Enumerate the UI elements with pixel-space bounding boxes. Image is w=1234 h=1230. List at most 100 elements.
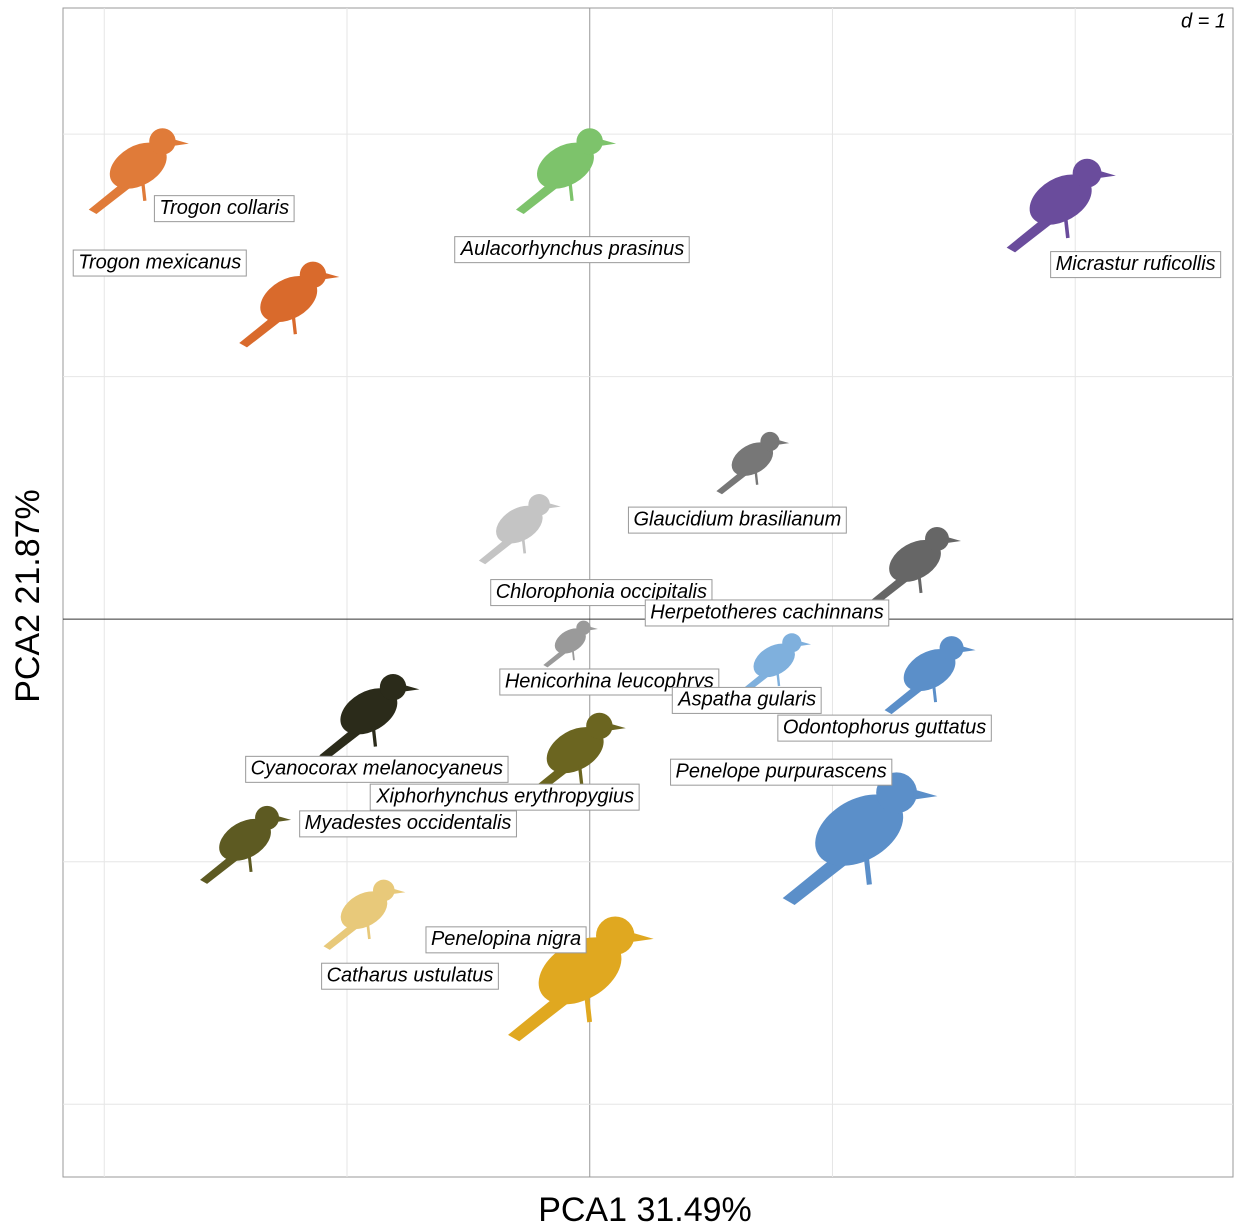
bird-beak	[913, 789, 938, 800]
bird-beak	[610, 723, 626, 731]
label-box	[369, 783, 640, 811]
bird-head	[596, 916, 635, 955]
label-box	[1050, 251, 1222, 279]
bird-body	[753, 643, 795, 678]
bird-leg	[247, 853, 253, 873]
bird-leg	[521, 537, 527, 554]
bird-point	[323, 879, 406, 950]
bird-head	[372, 879, 395, 902]
bird-point	[884, 636, 976, 715]
bird-leg	[1063, 216, 1070, 239]
bird-body	[546, 727, 604, 774]
bird-body	[537, 142, 594, 189]
bird-beak	[548, 502, 561, 509]
bird-point	[239, 261, 340, 348]
point-label: Glaucidium brasilianum	[633, 508, 841, 530]
point-label: Penelope purpurascens	[676, 760, 887, 782]
bird-point	[319, 673, 420, 760]
bird-leg	[366, 922, 371, 940]
bird-head	[255, 805, 280, 830]
bird-head	[782, 633, 802, 653]
bird-body	[109, 142, 167, 189]
label-box	[454, 236, 690, 264]
x-axis-title: PCA1 31.49%	[538, 1191, 752, 1229]
bird-point	[88, 128, 189, 215]
bird-head	[760, 431, 780, 452]
bird-beak	[589, 626, 598, 631]
point-label: Aspatha gularis	[677, 689, 816, 711]
bird-leg	[371, 726, 378, 747]
bird-leg	[291, 314, 297, 335]
bird-point	[1006, 158, 1116, 253]
bird-body	[496, 505, 543, 544]
bird-head	[379, 673, 407, 701]
bird-head	[576, 620, 591, 636]
label-box	[777, 714, 992, 742]
bird-point	[200, 805, 292, 884]
bird-point	[543, 620, 598, 668]
label-box	[321, 962, 499, 990]
bird-point	[738, 633, 812, 696]
bird-beak	[1099, 170, 1116, 178]
bird-body	[1029, 174, 1092, 225]
label-box	[153, 195, 295, 223]
point-label: Cyanocorax melanocyaneus	[251, 758, 503, 780]
bird-beak	[777, 439, 790, 445]
bird-body	[219, 818, 271, 861]
bird-body	[889, 540, 941, 582]
label-box	[425, 926, 587, 954]
bird-body	[260, 275, 318, 323]
bird-leg	[568, 180, 574, 202]
bird-point	[870, 526, 962, 605]
point-label: Trogon collaris	[159, 197, 289, 219]
bird-body	[903, 649, 956, 692]
point-label: Herpetotheres cachinnans	[650, 601, 883, 623]
bird-body	[554, 628, 586, 654]
bird-beak	[404, 684, 420, 692]
bird-body	[340, 891, 388, 930]
label-box	[299, 810, 517, 838]
point-label: Odontophorus guttatus	[783, 716, 986, 738]
bird-beak	[173, 139, 189, 146]
bird-leg	[584, 992, 593, 1023]
bird-leg	[776, 671, 781, 687]
bird-body	[731, 442, 774, 476]
bird-head	[299, 261, 327, 289]
bird-beak	[961, 646, 976, 653]
bird-leg	[141, 180, 147, 202]
bird-body	[340, 688, 398, 735]
point-label: Catharus ustulatus	[327, 964, 494, 986]
label-box	[644, 599, 890, 627]
bird-beak	[947, 536, 962, 543]
bird-head	[1072, 158, 1102, 188]
bird-leg	[571, 649, 575, 661]
bird-point	[478, 493, 561, 565]
point-label: Aulacorhynchus prasinus	[460, 238, 684, 260]
bird-beak	[323, 272, 340, 280]
label-box	[627, 506, 847, 534]
bird-leg	[577, 765, 584, 786]
bird-head	[149, 128, 176, 155]
point-label: Micrastur ruficollis	[1056, 253, 1216, 275]
label-box	[670, 758, 893, 786]
bird-leg	[754, 470, 759, 485]
bird-leg	[917, 574, 923, 594]
bird-point	[515, 128, 617, 215]
y-axis-title: PCA2 21.87%	[9, 489, 47, 703]
point-label: Penelopina nigra	[431, 928, 581, 950]
point-label: Xiphorhynchus erythropygius	[375, 785, 634, 807]
point-label: Henicorhina leucophrys	[505, 670, 714, 692]
bird-leg	[863, 853, 872, 885]
bird-beak	[277, 815, 292, 822]
label-box	[671, 686, 822, 714]
bird-head	[925, 526, 950, 551]
point-label: Trogon mexicanus	[78, 251, 241, 273]
label-box	[245, 755, 509, 783]
marks: Trogon collaris Trogon mexicanus Aulacorhy…	[72, 128, 1222, 1042]
bird-body	[538, 937, 622, 1005]
bird-beak	[631, 932, 654, 943]
bird-head	[586, 712, 613, 740]
bird-point	[716, 431, 790, 495]
bird-head	[939, 636, 964, 661]
bird-head	[528, 493, 550, 516]
